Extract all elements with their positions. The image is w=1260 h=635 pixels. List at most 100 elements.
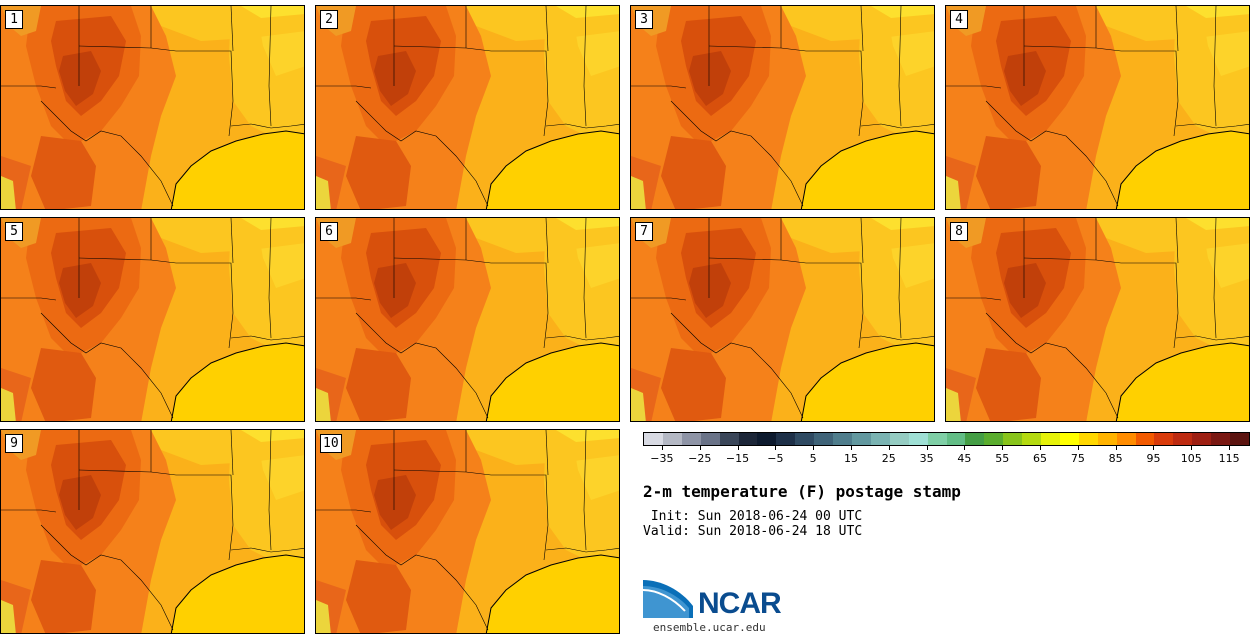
member-number-label: 9: [5, 434, 23, 453]
colorbar-swatch-18: [984, 433, 1004, 445]
colorbar-swatch-28: [1173, 433, 1193, 445]
member-number-label: 3: [635, 10, 653, 29]
temperature-map: [946, 6, 1249, 209]
temperature-map: [946, 218, 1249, 421]
colorbar-tick-label: 25: [881, 452, 896, 465]
member-number-label: 4: [950, 10, 968, 29]
colorbar-tick-label: 15: [843, 452, 858, 465]
colorbar-swatch-23: [1078, 433, 1098, 445]
colorbar-tick-mark: [926, 446, 928, 450]
colorbar-tick-mark: [661, 446, 663, 450]
colorbar-swatch-17: [965, 433, 985, 445]
colorbar-tick-mark: [1229, 446, 1231, 450]
colorbar-swatch-0: [644, 433, 663, 445]
colorbar-swatch-14: [908, 433, 928, 445]
temperature-map: [1, 6, 304, 209]
colorbar-swatch-13: [889, 433, 909, 445]
site-url: ensemble.ucar.edu: [653, 621, 766, 634]
colorbar-tick-mark: [1191, 446, 1193, 450]
colorbar-tick-label: 55: [995, 452, 1010, 465]
colorbar-swatch-1: [662, 433, 682, 445]
colorbar-tick-mark: [888, 446, 890, 450]
colorbar-tick-mark: [1077, 446, 1079, 450]
colorbar-swatch-22: [1059, 433, 1079, 445]
colorbar-tick-mark: [1153, 446, 1155, 450]
colorbar-swatch-24: [1097, 433, 1117, 445]
member-number-label: 8: [950, 222, 968, 241]
colorbar-swatch-27: [1154, 433, 1174, 445]
colorbar-tick-label: −15: [725, 452, 750, 465]
colorbar-tick-label: 5: [809, 452, 817, 465]
member-map-panel-10: 10: [315, 429, 620, 634]
colorbar-tick-label: −5: [767, 452, 784, 465]
temperature-map: [316, 430, 619, 633]
member-map-panel-2: 2: [315, 5, 620, 210]
colorbar-tick-label: −35: [650, 452, 674, 465]
colorbar-swatch-19: [1003, 433, 1023, 445]
colorbar-swatch-8: [795, 433, 815, 445]
temperature-map: [316, 6, 619, 209]
colorbar-tick-mark: [964, 446, 966, 450]
colorbar-tick-label: 85: [1108, 452, 1123, 465]
colorbar-tick-mark: [737, 446, 739, 450]
colorbar-swatch-11: [851, 433, 871, 445]
member-number-label: 6: [320, 222, 338, 241]
colorbar-swatch-16: [946, 433, 966, 445]
member-map-panel-7: 7: [630, 217, 935, 422]
colorbar-swatch-3: [700, 433, 720, 445]
member-map-panel-3: 3: [630, 5, 935, 210]
colorbar-swatch-12: [870, 433, 890, 445]
valid-time: Valid: Sun 2018-06-24 18 UTC: [643, 524, 863, 539]
colorbar-tick-label: 95: [1146, 452, 1161, 465]
colorbar-swatch-9: [814, 433, 834, 445]
colorbar-swatch-25: [1116, 433, 1136, 445]
member-map-panel-8: 8: [945, 217, 1250, 422]
temperature-map: [631, 6, 934, 209]
temperature-map: [316, 218, 619, 421]
colorbar-tick-label: 115: [1218, 452, 1240, 465]
member-map-panel-6: 6: [315, 217, 620, 422]
temperature-colorbar: [643, 432, 1250, 446]
member-number-label: 10: [320, 434, 342, 453]
colorbar-tick-label: 75: [1070, 452, 1085, 465]
temperature-map: [1, 430, 304, 633]
colorbar-tick-label: 35: [919, 452, 934, 465]
colorbar-swatch-4: [719, 433, 739, 445]
colorbar-swatch-30: [1211, 433, 1231, 445]
colorbar-tick-mark: [1115, 446, 1117, 450]
member-number-label: 5: [5, 222, 23, 241]
colorbar-swatch-7: [776, 433, 796, 445]
member-map-panel-5: 5: [0, 217, 305, 422]
colorbar-tick-label: 65: [1033, 452, 1048, 465]
member-map-panel-9: 9: [0, 429, 305, 634]
colorbar-swatch-29: [1192, 433, 1212, 445]
colorbar-tick-label: 105: [1180, 452, 1202, 465]
colorbar-swatch-6: [757, 433, 777, 445]
colorbar-tick-label: −25: [688, 452, 712, 465]
colorbar-swatch-26: [1135, 433, 1155, 445]
temperature-map: [631, 218, 934, 421]
colorbar-swatch-5: [738, 433, 758, 445]
member-number-label: 7: [635, 222, 653, 241]
colorbar-tick-mark: [1002, 446, 1004, 450]
colorbar-tick-mark: [775, 446, 777, 450]
colorbar-tick-mark: [813, 446, 815, 450]
colorbar-tick-mark: [1040, 446, 1042, 450]
colorbar-swatch-20: [1022, 433, 1042, 445]
init-time: Init: Sun 2018-06-24 00 UTC: [643, 509, 863, 524]
temperature-map: [1, 218, 304, 421]
colorbar-swatch-2: [681, 433, 701, 445]
colorbar-swatch-10: [833, 433, 852, 445]
colorbar-swatch-21: [1041, 433, 1060, 445]
colorbar-tick-mark: [850, 446, 852, 450]
member-map-panel-4: 4: [945, 5, 1250, 210]
figure-title: 2-m temperature (F) postage stamp: [643, 482, 961, 501]
ncar-logo-icon: [643, 580, 693, 618]
colorbar-swatch-15: [927, 433, 947, 445]
colorbar-tick-label: 45: [957, 452, 972, 465]
member-number-label: 1: [5, 10, 23, 29]
ncar-wordmark: NCAR: [698, 587, 782, 620]
member-map-panel-1: 1: [0, 5, 305, 210]
colorbar-tick-labels: −35 −25 −15 −5 5 15 25 35 45 55 65 75 85 95 105 115: [643, 446, 1248, 470]
colorbar-swatch-31: [1230, 433, 1249, 445]
